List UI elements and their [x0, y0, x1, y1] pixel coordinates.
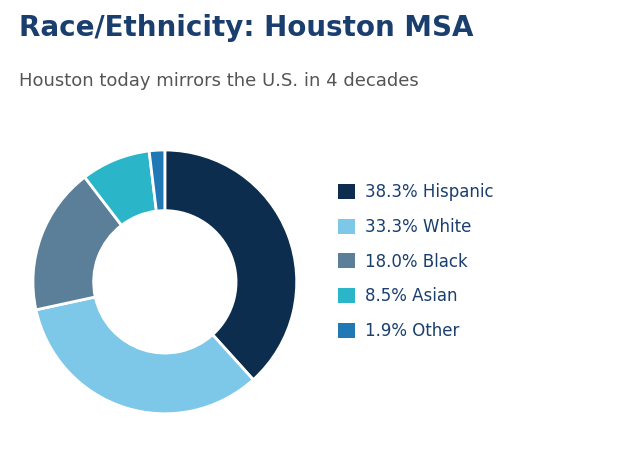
Legend: 38.3% Hispanic, 33.3% White, 18.0% Black, 8.5% Asian, 1.9% Other: 38.3% Hispanic, 33.3% White, 18.0% Black…	[338, 183, 493, 340]
Wedge shape	[149, 150, 165, 211]
Wedge shape	[165, 150, 297, 380]
Wedge shape	[33, 177, 122, 310]
Wedge shape	[85, 151, 157, 226]
Text: Houston today mirrors the U.S. in 4 decades: Houston today mirrors the U.S. in 4 deca…	[19, 72, 419, 90]
Wedge shape	[36, 297, 254, 414]
Text: Race/Ethnicity: Houston MSA: Race/Ethnicity: Houston MSA	[19, 14, 474, 41]
